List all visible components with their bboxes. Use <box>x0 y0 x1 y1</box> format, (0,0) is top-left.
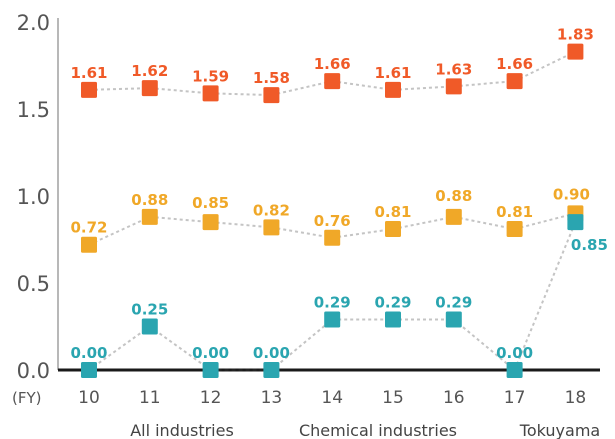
data-label: 0.00 <box>496 344 533 362</box>
x-axis-ticks: 10 11 12 13 14 15 16 17 18 <box>78 388 586 408</box>
x-tick-label: 16 <box>443 388 465 408</box>
data-point-marker <box>445 208 462 225</box>
data-point-marker <box>385 221 401 238</box>
series-segment <box>453 215 515 231</box>
series-segment <box>332 80 394 91</box>
data-point-marker <box>445 311 462 328</box>
data-label: 0.82 <box>253 201 290 219</box>
data-point-marker <box>324 229 341 246</box>
data-point-marker <box>385 81 401 98</box>
data-label: 0.00 <box>192 344 229 362</box>
series-segment <box>149 325 212 371</box>
series-segment <box>149 215 211 224</box>
data-label: 0.25 <box>131 301 168 319</box>
legend-entry: All industries <box>130 421 234 439</box>
data-label: 1.63 <box>435 60 472 78</box>
data-label: 1.66 <box>496 55 533 73</box>
data-point-marker <box>263 219 280 236</box>
data-label: 0.29 <box>435 294 472 312</box>
data-point-marker <box>324 311 341 328</box>
data-point-marker <box>81 362 97 378</box>
x-tick-label: 12 <box>200 388 222 408</box>
data-label: 0.90 <box>553 185 590 203</box>
data-label: 0.85 <box>571 236 608 254</box>
series-segment <box>513 221 577 371</box>
data-point-marker <box>81 81 97 98</box>
series-segment <box>88 325 151 371</box>
data-point-marker <box>141 80 158 97</box>
data-label: 1.61 <box>70 64 107 82</box>
data-label: 0.88 <box>131 191 168 209</box>
data-label: 0.29 <box>314 294 351 312</box>
data-point-marker <box>506 73 523 90</box>
data-point-marker <box>445 78 462 95</box>
data-point-marker <box>324 73 341 90</box>
series-segment <box>392 215 454 231</box>
x-tick-label: 13 <box>261 388 283 408</box>
data-label: 1.83 <box>557 26 594 44</box>
data-label: 0.81 <box>496 203 533 221</box>
series-segment <box>271 80 333 97</box>
data-label: 0.00 <box>70 344 107 362</box>
data-label: 1.66 <box>314 55 351 73</box>
series-segment <box>270 318 333 371</box>
x-tick-label: 11 <box>139 388 161 408</box>
legend: All industries Chemical industries Tokuyam… <box>130 421 600 439</box>
data-label: 1.62 <box>131 62 168 80</box>
data-label: 0.29 <box>374 294 411 312</box>
data-point-marker <box>567 43 584 60</box>
data-label: 0.72 <box>70 219 107 237</box>
series-segment <box>392 85 454 91</box>
y-tick-label: 2.0 <box>17 11 50 35</box>
series-segment <box>149 87 211 95</box>
data-point-marker <box>202 362 219 378</box>
data-label: 1.61 <box>374 64 411 82</box>
data-point-marker <box>506 221 523 238</box>
data-point-marker <box>141 208 158 225</box>
data-label: 0.81 <box>374 203 411 221</box>
data-label: 0.76 <box>314 212 351 230</box>
data-labels: 1.61 1.62 1.59 1.58 1.66 1.61 1.63 1.66 1.83 0.72… <box>70 26 607 362</box>
data-point-marker <box>202 85 219 102</box>
series-segment <box>453 318 516 371</box>
series-segment <box>88 87 150 91</box>
data-label: 1.58 <box>253 69 290 87</box>
series-segment <box>514 50 576 83</box>
series-segment <box>514 212 576 231</box>
data-point-marker <box>385 311 401 328</box>
data-point-marker <box>81 236 97 253</box>
data-label: 0.85 <box>192 194 229 212</box>
legend-entry: Chemical industries <box>299 421 457 439</box>
y-tick-label: 0.0 <box>17 359 50 383</box>
data-point-marker <box>141 318 158 335</box>
y-tick-label: 1.5 <box>17 98 50 122</box>
series-segment <box>453 80 515 88</box>
y-tick-label: 0.5 <box>17 272 50 296</box>
x-axis-unit: (FY) <box>12 389 42 407</box>
x-tick-label: 14 <box>321 388 343 408</box>
legend-entry: Tokuyama <box>519 421 600 439</box>
series-lines <box>88 50 577 372</box>
series-markers <box>81 43 584 378</box>
x-tick-label: 10 <box>78 388 100 408</box>
data-point-marker <box>263 362 280 378</box>
data-point-marker <box>202 214 219 231</box>
data-point-marker <box>263 87 280 104</box>
data-point-marker <box>506 362 523 378</box>
series-segment <box>210 92 272 97</box>
series-segment <box>210 221 272 229</box>
y-axis-ticks: 2.0 1.5 1.0 0.5 0.0 <box>17 11 50 383</box>
data-point-marker <box>567 214 584 231</box>
data-label: 0.88 <box>435 187 472 205</box>
data-label: 0.00 <box>253 344 290 362</box>
series-segment <box>271 226 333 239</box>
x-tick-label: 17 <box>504 388 526 408</box>
x-tick-label: 18 <box>565 388 587 408</box>
series-segment <box>332 228 394 239</box>
series-segment <box>88 215 151 246</box>
data-label: 1.59 <box>192 67 229 85</box>
y-tick-label: 1.0 <box>17 185 50 209</box>
x-tick-label: 15 <box>382 388 404 408</box>
